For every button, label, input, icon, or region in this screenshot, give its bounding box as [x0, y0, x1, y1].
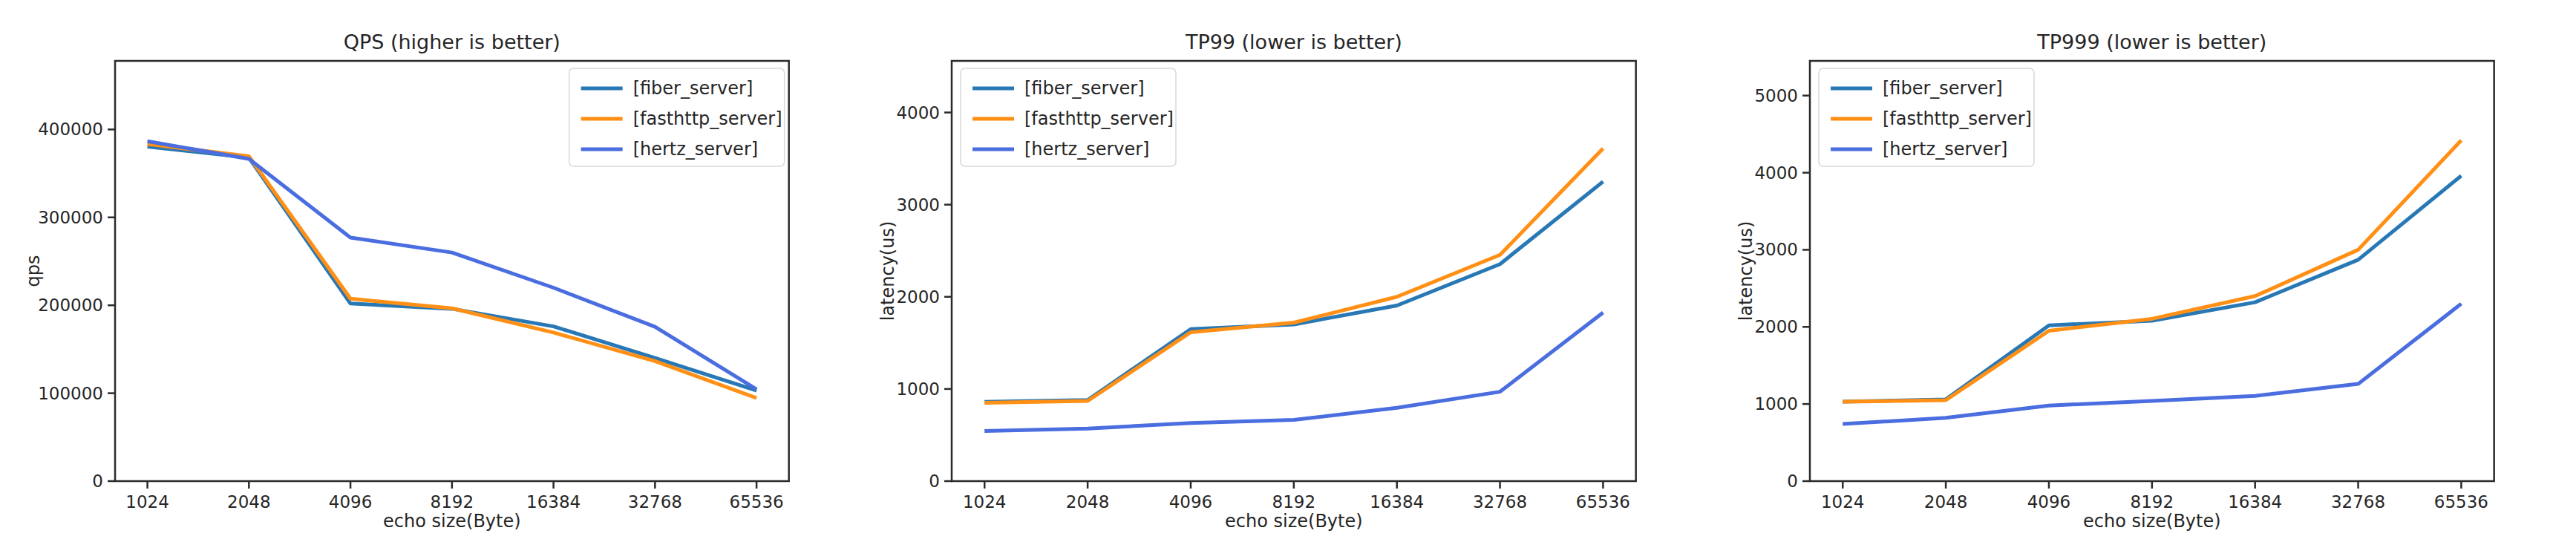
chart-title: QPS (higher is better): [344, 30, 560, 53]
x-tick-label: 1024: [963, 492, 1007, 512]
y-tick-label: 1000: [896, 379, 940, 399]
y-tick-label: 0: [1788, 471, 1799, 491]
x-axis-label: echo size(Byte): [2083, 511, 2220, 532]
y-tick-label: 200000: [38, 296, 103, 315]
legend-label: [fiber_server]: [1883, 78, 2003, 99]
x-tick-label: 2048: [227, 492, 271, 512]
x-tick-label: 4096: [329, 492, 372, 512]
x-tick-label: 32768: [1473, 492, 1527, 512]
y-tick-label: 0: [929, 471, 940, 491]
chart-figure-tp999: TP999 (lower is better) 0 1000 2000 3000 4000…: [1717, 0, 2576, 542]
legend-label: [hertz_server]: [1024, 139, 1149, 160]
series-line-fiber_server: [148, 146, 756, 391]
x-tick-label: 1024: [1821, 492, 1865, 512]
y-tick-label: 4000: [1755, 163, 1799, 183]
y-axis-label: qps: [23, 255, 44, 287]
chart-title: TP99 (lower is better): [1185, 30, 1402, 53]
legend-label: [fiber_server]: [633, 78, 753, 99]
x-tick-label: 16384: [526, 492, 581, 512]
legend-label: [fiber_server]: [1024, 78, 1145, 99]
tp99-chart-canvas: TP99 (lower is better) 0 1000 2000 3000 4000 1…: [859, 0, 1718, 542]
x-tick-label: 4096: [2027, 492, 2071, 512]
y-tick-label: 2000: [896, 287, 940, 307]
x-tick-label: 65536: [2434, 492, 2488, 512]
legend-label: [fasthttp_server]: [633, 108, 782, 129]
benchmark-charts-row: QPS (higher is better)010000020000030000…: [0, 0, 2576, 542]
x-tick-label: 16384: [2228, 492, 2282, 512]
x-tick-label: 8192: [1272, 492, 1315, 512]
x-tick-label: 65536: [730, 492, 784, 512]
series-line-fiber_server: [984, 182, 1603, 402]
y-axis-label: latency(us): [877, 221, 898, 321]
chart-figure-tp99: TP99 (lower is better) 0 1000 2000 3000 4000 1…: [859, 0, 1718, 542]
y-tick-label: 400000: [38, 120, 103, 139]
qps-chart-canvas: QPS (higher is better) 0 100000 200000 30000…: [0, 0, 859, 542]
x-tick-label: 32768: [628, 492, 682, 512]
series-line-fasthttp_server: [984, 148, 1603, 403]
y-tick-label: 5000: [1755, 86, 1799, 105]
x-tick-label: 65536: [1576, 492, 1630, 512]
chart-title: TP999 (lower is better): [2037, 30, 2267, 53]
y-tick-label: 1000: [1755, 394, 1799, 414]
y-tick-label: 300000: [38, 208, 103, 227]
x-tick-label: 2048: [1066, 492, 1110, 512]
y-tick-label: 100000: [38, 384, 103, 403]
x-tick-label: 8192: [431, 492, 474, 512]
y-tick-label: 3000: [1755, 240, 1799, 259]
x-axis-label: echo size(Byte): [383, 511, 520, 532]
x-tick-label: 4096: [1168, 492, 1212, 512]
x-tick-label: 2048: [1924, 492, 1968, 512]
y-tick-label: 4000: [896, 103, 940, 123]
chart-figure-qps: QPS (higher is better) 0 100000 200000 30000…: [0, 0, 859, 542]
series-line-hertz_server: [984, 313, 1603, 431]
legend-label: [hertz_server]: [633, 139, 758, 160]
x-axis-label: echo size(Byte): [1225, 511, 1362, 532]
tp999-chart-canvas: TP999 (lower is better) 0 1000 2000 3000 4000…: [1717, 0, 2576, 542]
x-tick-label: 1024: [125, 492, 169, 512]
x-tick-label: 32768: [2331, 492, 2385, 512]
x-tick-label: 8192: [2131, 492, 2174, 512]
y-tick-label: 2000: [1755, 317, 1799, 336]
series-line-hertz_server: [148, 141, 756, 389]
series-line-fiber_server: [1843, 176, 2462, 402]
series-line-fasthttp_server: [1843, 140, 2462, 402]
y-tick-label: 3000: [896, 195, 940, 215]
y-axis-label: latency(us): [1736, 221, 1756, 321]
legend-label: [fasthttp_server]: [1024, 108, 1174, 129]
x-tick-label: 16384: [1370, 492, 1424, 512]
y-tick-label: 0: [92, 471, 103, 491]
legend-label: [hertz_server]: [1883, 139, 2007, 160]
legend-label: [fasthttp_server]: [1883, 108, 2032, 129]
